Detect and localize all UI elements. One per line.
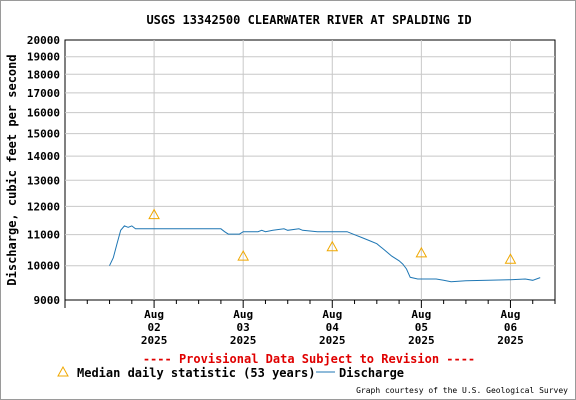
y-axis-ticks: 9000 10000 11000 12000 13000 14000 15000 16000 1…: [27, 34, 60, 307]
median-marker: [326, 240, 339, 252]
x-tick-label: 2025: [141, 334, 168, 347]
x-tick-label: 2025: [230, 334, 257, 347]
y-tick-label: 9000: [34, 294, 61, 307]
x-tick-label: 04: [326, 321, 340, 334]
x-tick-label: 2025: [497, 334, 524, 347]
y-tick-label: 15000: [27, 128, 60, 141]
x-tick-label: Aug: [322, 308, 342, 321]
y-tick-label: 17000: [27, 87, 60, 100]
median-markers: [148, 208, 517, 264]
y-tick-label: 10000: [27, 260, 60, 273]
y-tick-label: 12000: [27, 200, 60, 213]
y-tick-label: 11000: [27, 229, 60, 242]
x-tick-label: Aug: [411, 308, 431, 321]
legend-median-marker: [57, 365, 69, 377]
plot-area: [64, 39, 556, 301]
y-axis-label: Discharge, cubic feet per second: [5, 54, 19, 285]
provisional-notice: ---- Provisional Data Subject to Revisio…: [143, 352, 475, 366]
x-tick-label: 2025: [408, 334, 435, 347]
x-tick-label: Aug: [501, 308, 521, 321]
y-tick-label: 18000: [27, 68, 60, 81]
x-tick-label: Aug: [144, 308, 164, 321]
median-marker: [148, 208, 160, 220]
y-tick-label: 20000: [27, 34, 60, 47]
grid-lines: [65, 40, 555, 300]
chart-title: USGS 13342500 CLEARWATER RIVER AT SPALDI…: [146, 13, 471, 27]
y-tick-label: 16000: [27, 107, 60, 120]
y-tick-label: 13000: [27, 174, 60, 187]
discharge-series: [109, 225, 541, 283]
discharge-line: [109, 225, 541, 283]
x-tick-label: 03: [237, 321, 250, 334]
legend-median-label: Median daily statistic (53 years): [77, 366, 315, 380]
y-tick-label: 14000: [27, 150, 60, 163]
median-marker: [237, 250, 250, 261]
x-tick-label: 06: [504, 321, 518, 334]
y-tick-label: 19000: [27, 51, 60, 64]
x-tick-label: 05: [415, 321, 428, 334]
x-tick-label: Aug: [233, 308, 253, 321]
x-tick-label: 2025: [319, 334, 346, 347]
x-axis-ticks: Aug022025Aug032025Aug042025Aug052025Aug0…: [64, 300, 556, 347]
legend-discharge-label: Discharge: [339, 366, 404, 380]
median-marker: [504, 253, 517, 264]
median-marker: [415, 246, 428, 258]
graph-credit: Graph courtesy of the U.S. Geological Su…: [356, 386, 568, 395]
x-tick-label: 02: [147, 321, 160, 334]
